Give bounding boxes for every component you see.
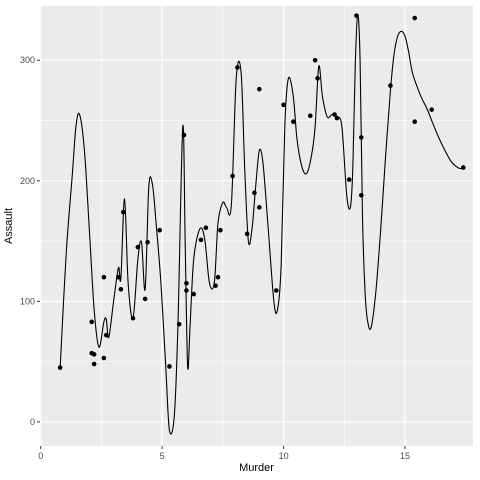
data-point (184, 288, 189, 293)
y-tick-label: 0 (30, 417, 35, 427)
data-point (191, 291, 197, 297)
data-point (203, 225, 209, 231)
plot-panel (40, 6, 473, 446)
x-tick-label: 15 (400, 451, 410, 461)
data-point (235, 65, 240, 70)
smooth-line (59, 13, 464, 435)
data-point (181, 132, 187, 138)
data-point (334, 115, 340, 121)
data-point (213, 283, 218, 288)
data-point (91, 352, 97, 357)
y-tick-label: 200 (20, 176, 35, 186)
major-gridlines (40, 6, 473, 446)
data-point (354, 13, 359, 18)
data-point (256, 86, 262, 92)
data-point (57, 365, 63, 370)
data-point (118, 286, 124, 292)
data-point (273, 288, 279, 293)
data-point (412, 119, 418, 125)
data-point (307, 113, 313, 118)
x-axis-title: Murder (239, 462, 274, 474)
data-point (252, 190, 257, 196)
data-point (429, 107, 435, 112)
x-tick-label: 5 (160, 451, 165, 461)
data-point (130, 315, 136, 321)
data-point (167, 364, 172, 369)
x-axis-ticks: 0 5 10 15 (38, 446, 410, 461)
data-point (101, 355, 107, 361)
data-point (244, 231, 250, 237)
data-point (358, 135, 364, 140)
y-axis-title: Assault (3, 208, 15, 244)
x-tick-label: 0 (38, 451, 43, 461)
data-point (215, 274, 221, 280)
data-point (91, 361, 97, 367)
data-point (332, 112, 337, 117)
data-points (57, 13, 466, 370)
data-point (460, 165, 466, 170)
data-point (116, 274, 121, 280)
data-point (198, 237, 204, 243)
data-point (89, 319, 95, 325)
data-point (142, 296, 148, 302)
data-point (176, 321, 182, 327)
x-tick-label: 10 (279, 451, 289, 461)
data-point (120, 209, 126, 215)
data-point (157, 227, 163, 233)
data-point (145, 239, 150, 245)
data-point (388, 83, 393, 88)
y-axis-ticks: 0 100 200 300 (20, 55, 40, 427)
data-point (315, 76, 320, 81)
data-point (281, 102, 286, 108)
data-point (312, 57, 318, 63)
data-point (358, 192, 364, 198)
data-point (256, 205, 262, 210)
data-point (412, 15, 418, 21)
data-point (230, 173, 235, 179)
data-point (135, 244, 141, 250)
data-point (101, 274, 107, 280)
data-point (218, 227, 223, 233)
y-tick-label: 300 (20, 55, 35, 65)
data-point (346, 177, 352, 182)
data-point (184, 280, 189, 286)
y-tick-label: 100 (20, 296, 35, 306)
data-point (103, 332, 109, 338)
data-point (290, 119, 296, 125)
minor-gridlines (40, 6, 473, 446)
